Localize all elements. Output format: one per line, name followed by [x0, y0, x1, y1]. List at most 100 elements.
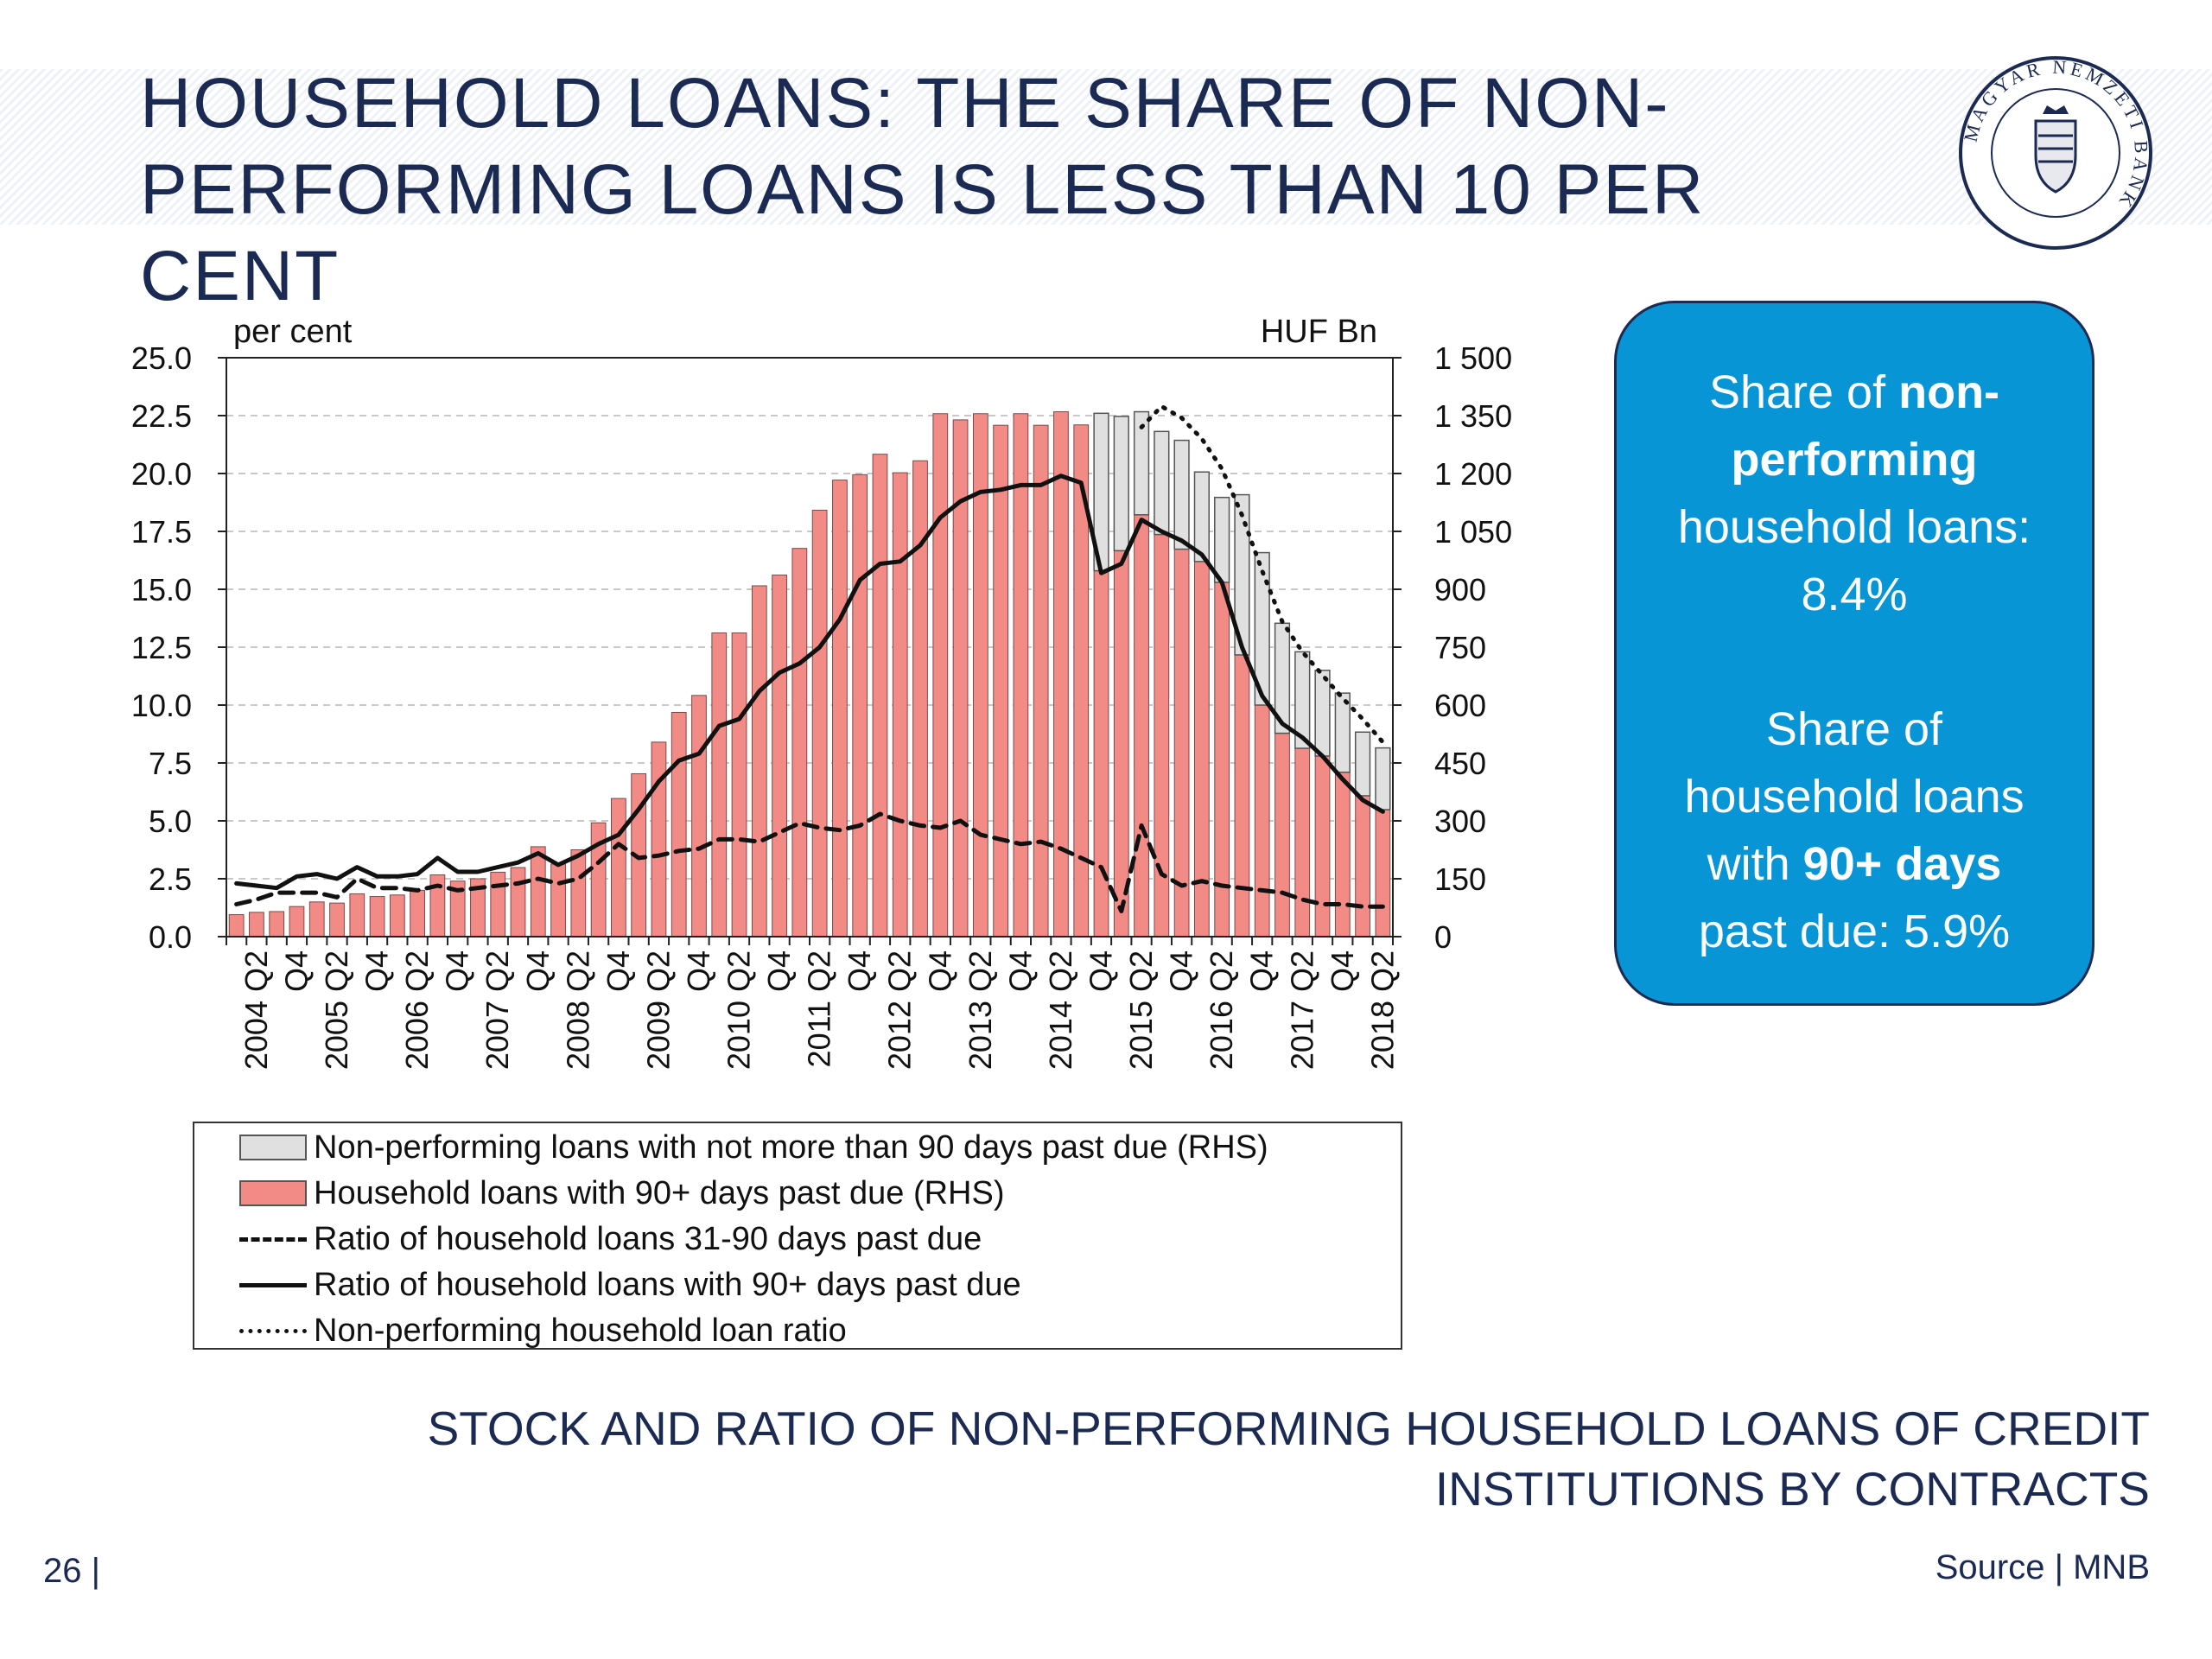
- x-tick-label: 2009 Q2: [640, 950, 676, 1070]
- bar-npl-not-past-90: [1314, 670, 1331, 757]
- bar-90-days-past-due: [731, 632, 747, 938]
- key-figures-callout: Share of non- performing household loans…: [1614, 301, 2094, 1006]
- bar-90-days-past-due: [410, 889, 426, 938]
- x-tick-label: 2004 Q2: [238, 950, 274, 1070]
- y-left-tick-label: 10.0: [131, 688, 192, 723]
- legend-swatch-grey: [239, 1135, 307, 1160]
- bar-90-days-past-due: [651, 741, 667, 938]
- x-tick-label: Q4: [601, 950, 636, 992]
- bar-90-days-past-due: [510, 867, 526, 938]
- x-tick-label: 2018 Q2: [1364, 950, 1400, 1070]
- legend-swatch-red: [239, 1180, 307, 1206]
- x-tick-label: Q4: [922, 950, 957, 992]
- bar-90-days-past-due: [550, 863, 566, 938]
- x-tick-label: 2012 Q2: [882, 950, 918, 1070]
- y-left-tick-label: 7.5: [149, 746, 192, 781]
- npl-share-value: 8.4%: [1801, 569, 1908, 620]
- bar-90-days-past-due: [691, 695, 707, 938]
- bar-90-days-past-due: [852, 474, 868, 938]
- legend-label: Ratio of household loans with 90+ days p…: [314, 1266, 1021, 1303]
- bar-90-days-past-due: [269, 911, 285, 938]
- bar-90-days-past-due: [1355, 795, 1370, 938]
- bar-90-days-past-due: [671, 711, 687, 938]
- legend-item: Non-performing loans with not more than …: [239, 1125, 1268, 1170]
- bars: [228, 410, 1391, 938]
- y-right-tick-label: 900: [1434, 572, 1486, 607]
- legend-label: Non-performing loans with not more than …: [314, 1128, 1268, 1166]
- bar-npl-not-past-90: [1334, 692, 1351, 773]
- bar-90-days-past-due: [1294, 747, 1311, 938]
- bar-90-days-past-due: [1033, 424, 1049, 938]
- y-right-tick-label: 0: [1434, 919, 1452, 955]
- y-left-tick-label: 2.5: [149, 861, 192, 897]
- y-right-tick-label: 1 200: [1434, 456, 1512, 492]
- y-right-tick-label: 450: [1434, 746, 1486, 781]
- bar-90-days-past-due: [1334, 772, 1351, 938]
- line-dashed: [234, 811, 1385, 913]
- y-right-tick-label: 750: [1434, 630, 1486, 665]
- bar-90-days-past-due: [711, 632, 728, 938]
- legend-item: Non-performing household loan ratio: [239, 1308, 847, 1353]
- x-tick-label: 2011 Q2: [802, 950, 837, 1067]
- y-left-tick-label: 20.0: [131, 456, 192, 492]
- bar-npl-not-past-90: [1234, 493, 1250, 656]
- bar-90-days-past-due: [772, 574, 787, 938]
- bar-90-days-past-due: [993, 424, 1008, 938]
- bar-90-days-past-due: [289, 906, 305, 938]
- bar-90-days-past-due: [1375, 809, 1391, 938]
- legend-swatch-dashed: [239, 1226, 307, 1252]
- legend-item: Household loans with 90+ days past due (…: [239, 1171, 1005, 1216]
- bar-npl-not-past-90: [1154, 430, 1170, 536]
- bar-90-days-past-due: [369, 896, 385, 938]
- header-band: [0, 69, 2212, 225]
- legend-item: Ratio of household loans 31-90 days past…: [239, 1217, 982, 1262]
- bar-npl-not-past-90: [1173, 439, 1190, 550]
- bar-90-days-past-due: [1093, 570, 1109, 938]
- legend-swatch-solid: [239, 1272, 307, 1298]
- mnb-logo: MAGYAR NEMZETI BANK: [1959, 56, 2152, 250]
- x-tick-label: Q4: [842, 950, 877, 992]
- title-line-2: PERFORMING LOANS IS LESS THAN 10 PER CEN…: [140, 150, 1706, 315]
- bar-npl-not-past-90: [1113, 416, 1129, 552]
- line-solid: [234, 474, 1385, 891]
- bar-90-days-past-due: [912, 460, 928, 938]
- bar-90-days-past-due: [932, 413, 949, 938]
- bar-90-days-past-due: [611, 798, 626, 938]
- y-left-unit-label: per cent: [233, 314, 353, 350]
- x-tick-label: Q4: [761, 950, 797, 992]
- bar-90-days-past-due: [1013, 413, 1029, 938]
- x-tick-label: Q4: [1325, 950, 1360, 992]
- legend-label: Non-performing household loan ratio: [314, 1312, 847, 1349]
- dpd-share-value: past due: 5.9%: [1698, 906, 2011, 957]
- bar-90-days-past-due: [811, 509, 828, 938]
- bar-90-days-past-due: [1134, 514, 1149, 938]
- x-tick-label: 2015 Q2: [1123, 950, 1159, 1070]
- bar-90-days-past-due: [1173, 549, 1190, 938]
- y-left-tick-label: 15.0: [131, 572, 192, 607]
- y-left-tick-label: 0.0: [149, 919, 192, 955]
- x-tick-label: Q4: [1002, 950, 1038, 992]
- x-tick-label: Q4: [359, 950, 395, 992]
- x-tick-label: 2014 Q2: [1043, 950, 1078, 1070]
- bar-90-days-past-due: [570, 849, 587, 938]
- bar-90-days-past-due: [308, 901, 325, 938]
- bar-npl-not-past-90: [1133, 410, 1150, 516]
- x-tick-label: Q4: [1164, 950, 1199, 992]
- y-left-tick-label: 17.5: [131, 514, 192, 550]
- bar-90-days-past-due: [1053, 411, 1069, 938]
- x-tick-label: 2016 Q2: [1204, 950, 1239, 1070]
- page-number: 26 |: [43, 1552, 100, 1590]
- bar-90-days-past-due: [791, 548, 808, 938]
- y-right-tick-label: 600: [1434, 688, 1486, 723]
- npl-share-text: Share of non- performing household loans…: [1617, 359, 2092, 628]
- slide-title: HOUSEHOLD LOANS: THE SHARE OF NON- PERFO…: [140, 60, 1868, 320]
- y-right-tick-label: 300: [1434, 804, 1486, 839]
- bar-npl-not-past-90: [1193, 471, 1211, 563]
- y-right-tick-label: 150: [1434, 861, 1486, 897]
- bar-90-days-past-due: [329, 902, 345, 938]
- bar-90-days-past-due: [1113, 550, 1129, 938]
- bar-90-days-past-due: [1254, 704, 1270, 938]
- y-right-tick-label: 1 350: [1434, 398, 1512, 434]
- x-tick-label: 2005 Q2: [319, 950, 354, 1070]
- x-tick-label: 2007 Q2: [480, 950, 515, 1070]
